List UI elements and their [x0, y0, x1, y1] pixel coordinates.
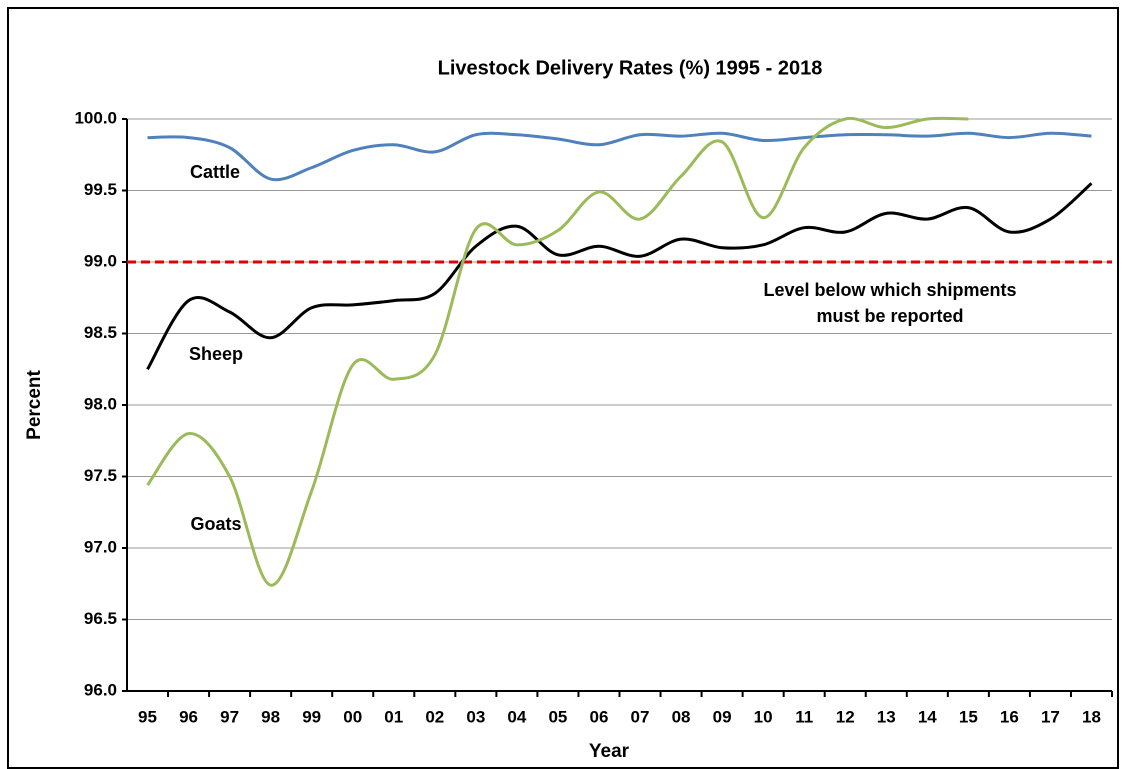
x-tick-label: 07: [631, 707, 650, 726]
x-tick-label: 16: [1000, 707, 1019, 726]
series-label: Goats: [190, 514, 241, 534]
x-tick-label: 17: [1041, 707, 1060, 726]
x-tick-label: 13: [877, 707, 896, 726]
y-tick-label: 96.0: [84, 680, 117, 699]
x-tick-label: 95: [138, 707, 157, 726]
frame: [7, 7, 1119, 769]
x-tick-label: 03: [466, 707, 485, 726]
x-tick-label: 08: [672, 707, 691, 726]
chart-title: Livestock Delivery Rates (%) 1995 - 2018: [438, 57, 823, 79]
series-label: Cattle: [190, 162, 240, 182]
y-tick-label: 99.5: [84, 180, 117, 199]
y-axis-label: Percent: [24, 369, 45, 439]
x-tick-label: 14: [918, 707, 937, 726]
x-tick-label: 00: [343, 707, 362, 726]
series-line: [147, 131, 1092, 182]
x-tick-label: 01: [384, 707, 403, 726]
y-tick-label: 98.5: [84, 323, 117, 342]
reference-label: must be reported: [816, 306, 963, 326]
series-line: [146, 182, 1093, 371]
series-label: Sheep: [189, 344, 243, 364]
x-tick-label: 10: [754, 707, 773, 726]
y-tick-label: 97.5: [84, 466, 117, 485]
series-line: [146, 116, 969, 587]
y-tick-label: 96.5: [84, 609, 117, 628]
y-tick-label: 99.0: [84, 251, 117, 270]
y-tick-label: 100.0: [74, 108, 117, 127]
x-tick-label: 12: [836, 707, 855, 726]
x-axis-label: Year: [589, 741, 630, 762]
x-tick-label: 06: [590, 707, 609, 726]
x-tick-label: 99: [302, 707, 321, 726]
x-tick-label: 05: [548, 707, 567, 726]
y-tick-label: 98.0: [84, 394, 117, 413]
x-tick-label: 09: [713, 707, 732, 726]
x-tick-label: 98: [261, 707, 280, 726]
reference-label: Level below which shipments: [763, 280, 1016, 300]
x-tick-label: 11: [795, 707, 813, 726]
x-tick-label: 97: [220, 707, 239, 726]
x-tick-label: 18: [1082, 707, 1101, 726]
y-tick-label: 97.0: [84, 537, 117, 556]
x-tick-label: 02: [425, 707, 444, 726]
x-tick-label: 96: [179, 707, 198, 726]
x-tick-label: 15: [959, 707, 978, 726]
x-tick-label: 04: [507, 707, 526, 726]
